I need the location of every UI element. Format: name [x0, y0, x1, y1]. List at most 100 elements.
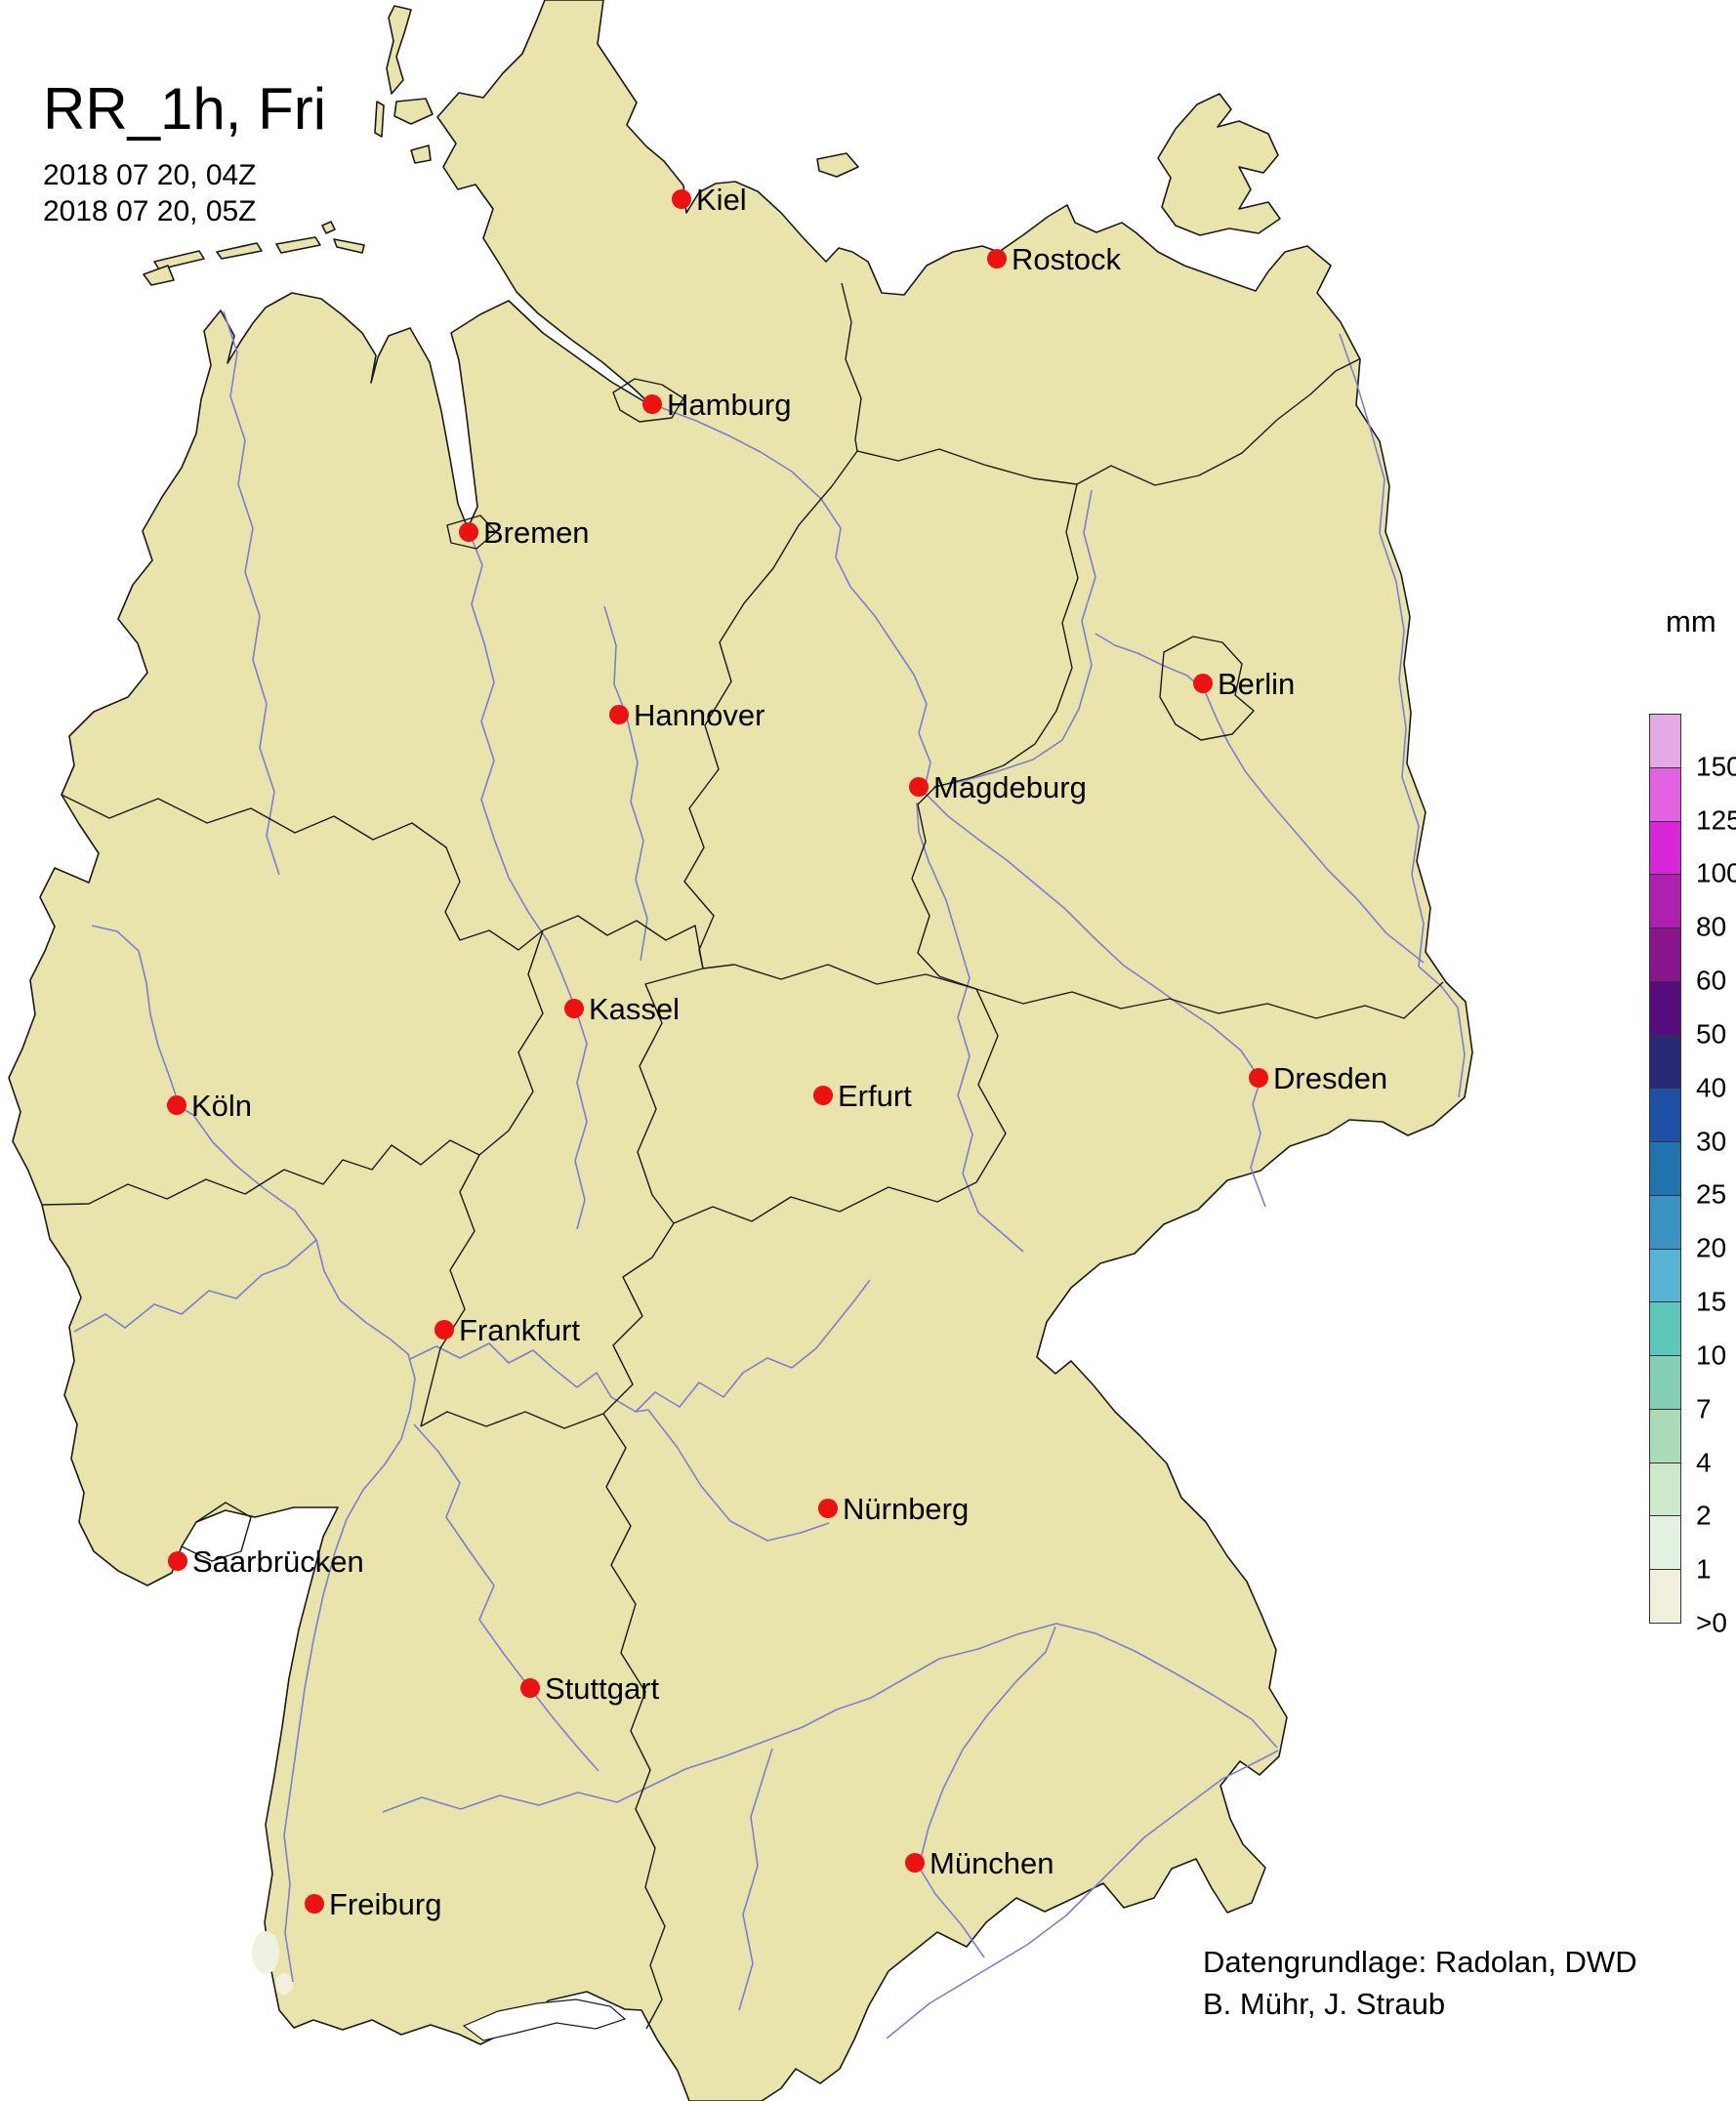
legend-segment: [1649, 1248, 1681, 1303]
legend-value: 100: [1696, 857, 1736, 888]
rain-patch: [252, 1931, 279, 1974]
city-dot: [167, 1095, 186, 1115]
oder-river: [1339, 333, 1466, 1098]
legend-segment: [1649, 1088, 1681, 1143]
leine-river: [603, 605, 648, 962]
havel-river: [932, 489, 1096, 788]
border-ni-st: [683, 450, 858, 969]
neckar-river: [413, 1423, 599, 1772]
legend-value: 2: [1696, 1500, 1712, 1531]
border-ni-hessen: [542, 915, 704, 969]
datetime-from: 2018 07 20, 04Z: [43, 159, 257, 191]
legend-value: 10: [1696, 1339, 1727, 1371]
legend-value: 125: [1696, 804, 1736, 836]
main-river: [409, 1279, 871, 1413]
city-dot: [987, 249, 1007, 268]
mosel-river: [73, 1239, 317, 1333]
rain-patches: [252, 1931, 293, 1995]
city-label: Freiburg: [329, 1887, 441, 1921]
datetime-to: 2018 07 20, 05Z: [43, 195, 257, 227]
city-dot: [818, 1499, 838, 1518]
legend-labels: 150 125 100 80 60 50 40 30 25 20 15 10 7 4 2 1 >0: [1649, 714, 1736, 1637]
legend-value: 50: [1696, 1018, 1727, 1050]
city-markers: Kiel Rostock Hamburg Bremen Hannover Berlin Ma…: [167, 183, 1387, 1921]
legend-value: 150: [1696, 751, 1736, 782]
state-borders: [41, 282, 1444, 2030]
city-label: Stuttgart: [545, 1671, 660, 1706]
border-mv-south: [856, 358, 1360, 486]
attribution: Datengrundlage: Radolan, DWD B. Mühr, J.…: [1203, 1941, 1637, 2025]
rhine-river: [91, 925, 416, 1983]
border-saarland: [181, 1502, 252, 1562]
ems-river: [223, 310, 280, 876]
city-label: Erfurt: [838, 1079, 912, 1113]
sylt-island: [386, 5, 412, 95]
legend-segment: [1649, 766, 1681, 822]
city-dot: [642, 394, 662, 414]
legend-value: 60: [1696, 965, 1727, 996]
east-frisian-island: [153, 250, 205, 270]
legend-value: 7: [1696, 1393, 1712, 1424]
inn-river: [886, 1750, 1279, 2039]
city-label: München: [930, 1846, 1054, 1880]
attribution-line1: Datengrundlage: Radolan, DWD: [1203, 1945, 1637, 1979]
city-label: Hannover: [634, 698, 765, 732]
legend-value: >0: [1696, 1607, 1727, 1638]
legend-segment: [1649, 1034, 1681, 1090]
border-st-thueringen: [702, 964, 977, 990]
city-label: Frankfurt: [459, 1313, 580, 1347]
datetime-range: 2018 07 20, 04Z 2018 07 20, 05Z: [43, 157, 326, 229]
city-dot: [609, 705, 629, 724]
legend-segment: [1649, 927, 1681, 982]
city-label: Berlin: [1218, 667, 1295, 701]
regnitz-river: [635, 1409, 830, 1542]
bodensee-lake: [462, 1998, 627, 2041]
pellworm-island: [410, 144, 432, 164]
border-hessen-bayern: [602, 1222, 675, 1415]
amrum-island: [374, 101, 385, 138]
border-nrw-north: [61, 794, 544, 951]
city-label: Bremen: [483, 515, 590, 550]
border-thueringen-south: [673, 988, 1007, 1224]
foehr-island: [393, 98, 434, 125]
city-dot: [1249, 1068, 1268, 1088]
legend-unit-label: mm: [1666, 604, 1716, 639]
fehmarn-island: [816, 152, 859, 178]
east-frisian-island: [216, 242, 263, 260]
rivers: [73, 310, 1466, 2039]
city-dot: [305, 1894, 324, 1914]
legend-value: 20: [1696, 1232, 1727, 1263]
city-dot: [564, 999, 584, 1018]
border-hessen-bw: [420, 1411, 604, 1429]
rain-patch: [275, 1973, 293, 1995]
legend-value: 15: [1696, 1286, 1727, 1317]
lech-river: [738, 1748, 773, 2011]
legend-value: 40: [1696, 1072, 1727, 1103]
legend-segment: [1649, 980, 1681, 1036]
legend-value: 30: [1696, 1125, 1727, 1156]
city-dot: [813, 1086, 833, 1105]
city-label: Nürnberg: [843, 1492, 969, 1526]
city-dot: [909, 777, 929, 797]
city-label: Kassel: [589, 992, 680, 1026]
legend-value: 1: [1696, 1553, 1712, 1585]
east-frisian-island: [333, 238, 365, 254]
city-dot: [168, 1551, 187, 1571]
legend-bar: [1649, 714, 1681, 1625]
danube-river: [382, 1623, 1278, 1813]
city-dot: [672, 189, 691, 209]
germany-landmass: [8, 0, 1473, 2101]
legend-value: 4: [1696, 1446, 1712, 1477]
city-dot: [905, 1853, 925, 1873]
city-dot: [459, 522, 478, 542]
saale-river: [916, 802, 1024, 1253]
city-label: Saarbrücken: [192, 1545, 364, 1579]
legend-segment: [1649, 820, 1681, 876]
germany-outline: [8, 0, 1473, 2101]
border-bayern-bw: [602, 1413, 666, 2030]
weser-river: [467, 527, 588, 1230]
berlin-enclave: [1159, 636, 1255, 741]
city-dot: [434, 1320, 454, 1339]
